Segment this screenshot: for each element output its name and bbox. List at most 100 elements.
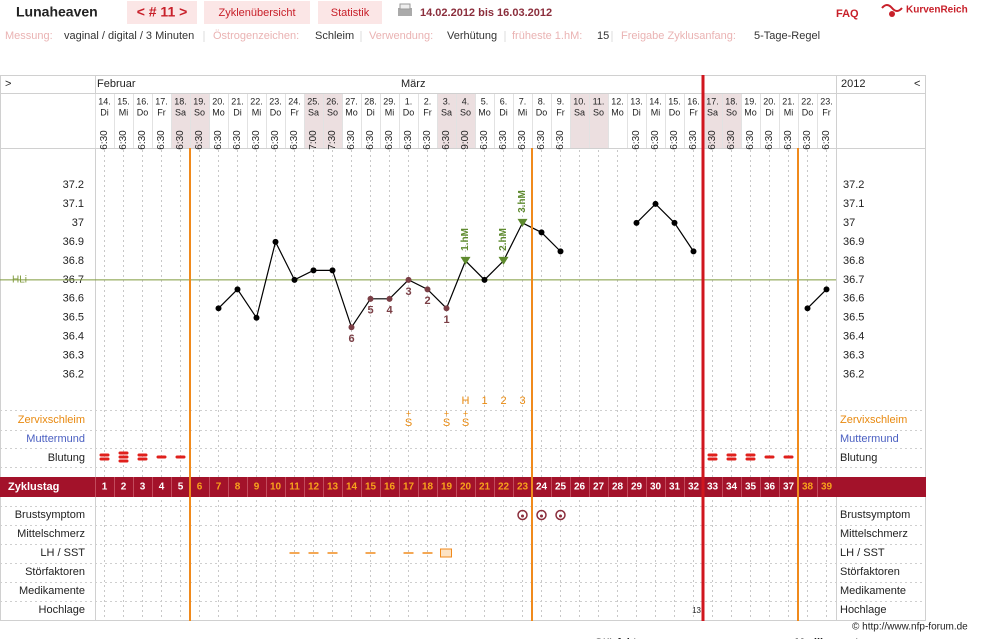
date-label: 12. — [611, 96, 624, 106]
bleeding-mark — [707, 457, 718, 461]
setting-label: Freigabe Zyklusanfang: — [621, 30, 736, 42]
row-label: Zervixschleim — [18, 414, 85, 426]
brand[interactable]: KurvenReich — [906, 5, 968, 16]
bleeding-mark — [137, 457, 148, 461]
row-label: Zervixschleim — [840, 414, 907, 426]
time-label: 6:30 — [783, 130, 794, 150]
date-label: 20. — [212, 96, 225, 106]
print-icon[interactable] — [398, 3, 412, 16]
cycle-day: 12 — [308, 482, 320, 493]
date-label: 21. — [782, 96, 795, 106]
row-label: Muttermund — [26, 433, 85, 445]
row-label: LH / SST — [840, 547, 885, 559]
row-label: LH / SST — [40, 547, 85, 559]
time-label: 6:30 — [688, 130, 699, 150]
weekday-label: Do — [669, 107, 681, 117]
weekday-label: So — [194, 107, 205, 117]
row-label: Mittelschmerz — [17, 528, 85, 540]
hli-label: HLi — [12, 274, 27, 285]
time-label: 7:00 — [308, 130, 319, 150]
weekend-shade — [171, 94, 190, 148]
cycle-day: 24 — [536, 482, 548, 493]
low-label: 4 — [386, 305, 393, 317]
cycle-day: 5 — [178, 482, 184, 493]
cycle-day: 36 — [764, 482, 776, 493]
cycle-day: 4 — [159, 482, 165, 493]
cycle-nav-box[interactable] — [127, 1, 197, 24]
legend-title: Medikamente — [795, 637, 865, 639]
y-tick-label: 36.2 — [843, 369, 864, 381]
date-label: 14. — [98, 96, 111, 106]
date-label: 6. — [500, 96, 508, 106]
date-label: 9. — [557, 96, 565, 106]
y-tick-label: 36.9 — [63, 236, 84, 248]
temperature-point — [424, 286, 431, 293]
brand-icon-curve — [881, 4, 903, 12]
cycle-day: 15 — [365, 482, 377, 493]
tab-box[interactable] — [204, 1, 310, 24]
tab[interactable]: Zyklenübersicht — [218, 7, 295, 19]
low-label: 3 — [405, 286, 411, 298]
mucus-letter: S — [443, 417, 450, 429]
peak-label: 3 — [519, 395, 525, 407]
copyright: © http://www.nfp-forum.de — [852, 622, 968, 633]
bleeding-mark — [118, 451, 129, 455]
low-label: 5 — [367, 305, 373, 317]
date-label: 18. — [174, 96, 187, 106]
date-label: 14. — [649, 96, 662, 106]
setting-label: Östrogenzeichen: — [213, 30, 299, 42]
date-label: 16. — [687, 96, 700, 106]
tab[interactable]: Statistik — [331, 7, 370, 19]
y-tick-label: 36.5 — [843, 312, 864, 324]
weekday-label: So — [726, 107, 737, 117]
temperature-point — [367, 295, 374, 302]
brand-icon-dot — [889, 11, 895, 17]
row-label: Medikamente — [840, 585, 906, 597]
cycle-nav[interactable]: < # 11 > — [137, 4, 188, 20]
weekday-label: Mi — [119, 107, 129, 117]
weekday-label: Mo — [345, 107, 358, 117]
date-label: 3. — [443, 96, 451, 106]
row-label: Blutung — [840, 452, 877, 464]
date-label: 17. — [706, 96, 719, 106]
time-label: 6:30 — [118, 130, 129, 150]
faq-link[interactable]: FAQ — [836, 8, 859, 20]
print-icon-paper — [399, 3, 411, 10]
time-label: 6:30 — [650, 130, 661, 150]
setting-value: 15 — [597, 30, 609, 42]
setting-value: Verhütung — [447, 30, 497, 42]
temperature-point — [481, 276, 488, 283]
weekday-label: Do — [137, 107, 149, 117]
weekday-label: Fr — [423, 107, 432, 117]
month-label: März — [401, 78, 425, 90]
date-label: 23. — [820, 96, 833, 106]
date-label: 13. — [630, 96, 643, 106]
y-tick-label: 36.6 — [63, 293, 84, 305]
date-label: 20. — [763, 96, 776, 106]
row-label: Brustsymptom — [840, 509, 910, 521]
cycle-day: 1 — [102, 482, 108, 493]
weekday-label: Mi — [385, 107, 395, 117]
low-label: 1 — [443, 314, 449, 326]
time-label: 9:00 — [460, 130, 471, 150]
cycle-day: 3 — [140, 482, 146, 493]
cycle-day: 32 — [688, 482, 700, 493]
y-tick-label: 37 — [843, 217, 855, 229]
breast-symptom-dot — [521, 514, 524, 518]
date-label: 22. — [801, 96, 814, 106]
low-label: 2 — [424, 295, 430, 307]
y-tick-label: 36.2 — [63, 369, 84, 381]
weekday-label: Mo — [212, 107, 225, 117]
cycle-day: 25 — [555, 482, 567, 493]
mucus-letter: S — [405, 417, 412, 429]
weekend-shade — [323, 94, 342, 148]
weekend-shade — [570, 94, 589, 148]
tab-box[interactable] — [318, 1, 382, 24]
breast-symptom — [555, 509, 566, 521]
hm-label: 1.hM — [460, 228, 471, 251]
date-label: 17. — [155, 96, 168, 106]
cycle-day: 39 — [821, 482, 833, 493]
y-tick-label: 37.1 — [843, 198, 864, 210]
y-tick-label: 36.4 — [843, 331, 864, 343]
row-label: Störfaktoren — [840, 566, 900, 578]
